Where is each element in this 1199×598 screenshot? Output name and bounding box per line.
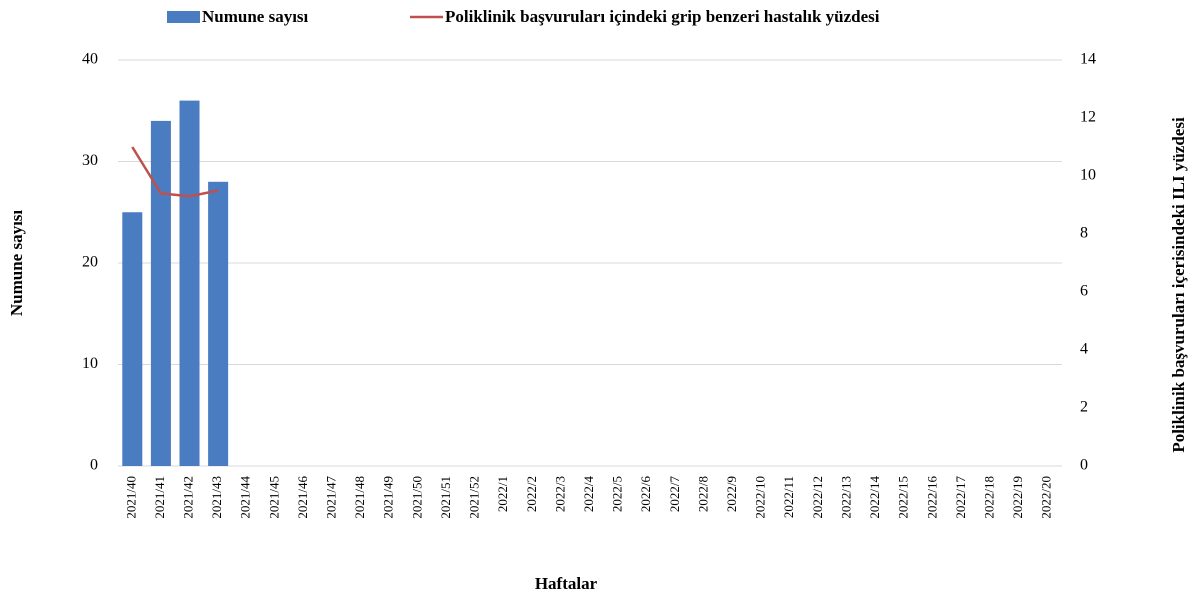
y-axis-title: Numune sayısı — [7, 210, 26, 317]
x-tick-label: 2021/48 — [352, 476, 367, 519]
bar — [150, 120, 171, 467]
y2-tick-label: 8 — [1080, 225, 1088, 242]
x-tick-label: 2021/52 — [467, 476, 482, 519]
x-tick-label: 2021/44 — [238, 476, 253, 519]
y2-tick-label: 6 — [1080, 283, 1088, 300]
x-tick-label: 2021/50 — [409, 476, 424, 519]
x-tick-label: 2022/17 — [953, 476, 968, 519]
y-tick-label: 30 — [82, 152, 98, 169]
y2-tick-label: 14 — [1080, 51, 1096, 68]
x-tick-label: 2022/16 — [924, 476, 939, 519]
x-tick-label: 2022/11 — [781, 476, 796, 518]
y-tick-label: 20 — [82, 254, 98, 271]
x-tick-label: 2022/2 — [524, 476, 539, 512]
x-tick-label: 2021/51 — [438, 476, 453, 519]
x-tick-label: 2021/45 — [266, 476, 281, 519]
x-tick-label: 2022/19 — [1010, 476, 1025, 519]
x-tick-label: 2021/42 — [180, 476, 195, 519]
x-tick-label: 2021/43 — [209, 476, 224, 519]
y2-tick-label: 0 — [1080, 457, 1088, 474]
x-tick-label: 2021/40 — [123, 476, 138, 519]
legend-label: Numune sayısı — [202, 7, 309, 26]
x-tick-label: 2022/3 — [552, 476, 567, 512]
x-tick-label: 2022/6 — [638, 476, 653, 513]
x-tick-label: 2022/12 — [810, 476, 825, 519]
x-tick-label: 2022/10 — [753, 476, 768, 519]
legend-swatch — [167, 11, 200, 23]
y2-tick-label: 2 — [1080, 399, 1088, 416]
y-tick-label: 40 — [82, 51, 98, 68]
bar — [122, 212, 143, 466]
x-tick-label: 2022/18 — [981, 476, 996, 519]
x-tick-label: 2022/8 — [695, 476, 710, 512]
bar — [208, 181, 229, 467]
y-tick-label: 10 — [82, 355, 98, 372]
y2-tick-label: 12 — [1080, 109, 1096, 126]
x-tick-label: 2021/41 — [152, 476, 167, 519]
x-tick-label: 2022/15 — [896, 476, 911, 519]
x-tick-label: 2021/47 — [324, 476, 339, 519]
x-tick-label: 2022/20 — [1039, 476, 1054, 519]
x-tick-label: 2022/9 — [724, 476, 739, 512]
line — [131, 146, 219, 198]
x-tick-label: 2022/4 — [581, 476, 596, 513]
x-tick-label: 2022/5 — [610, 476, 625, 512]
legend-label: Poliklinik başvuruları içindeki grip ben… — [445, 7, 880, 26]
x-axis-title: Haftalar — [535, 574, 598, 593]
y2-tick-label: 10 — [1080, 167, 1096, 184]
x-tick-label: 2022/13 — [838, 476, 853, 519]
y2-axis-title: Poliklinik başvuruları içerisindeki ILI … — [1169, 117, 1188, 453]
x-tick-label: 2022/1 — [495, 476, 510, 512]
x-tick-label: 2021/46 — [295, 476, 310, 519]
x-tick-label: 2022/14 — [867, 476, 882, 519]
x-tick-label: 2021/49 — [381, 476, 396, 519]
x-tick-label: 2022/7 — [667, 476, 682, 513]
y-tick-label: 0 — [90, 457, 98, 474]
y2-tick-label: 4 — [1080, 341, 1088, 358]
bar — [179, 100, 200, 466]
